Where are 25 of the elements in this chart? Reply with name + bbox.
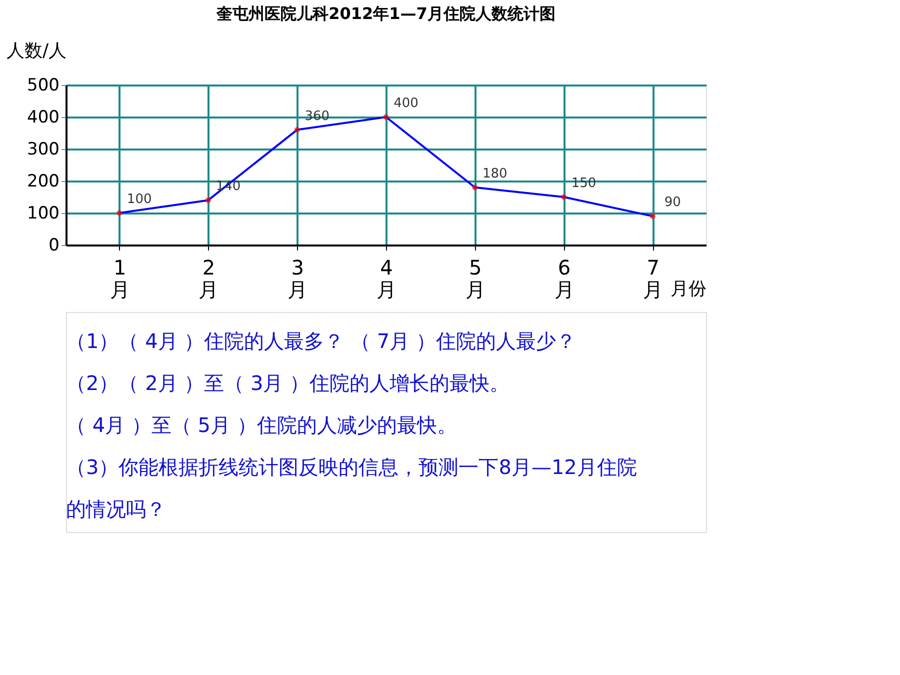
data-label: 90 bbox=[664, 195, 681, 210]
x-tick-label: 1月 bbox=[110, 256, 130, 302]
data-label: 180 bbox=[482, 166, 508, 182]
data-label: 100 bbox=[126, 192, 152, 207]
y-tick-label: 300 bbox=[27, 140, 60, 160]
text: （ 4月 ）至（ 5月 ）住院的人减少的最快。 bbox=[66, 413, 457, 437]
text: （1）（ 4月 ）住院的人最多？ （ 7月 ）住院的人最少？ bbox=[66, 329, 576, 353]
y-tick-label: 500 bbox=[27, 76, 60, 96]
x-tick-label: 2月 bbox=[198, 256, 219, 302]
x-axis-title: 月份 bbox=[670, 278, 706, 300]
text: （2）（ 2月 ）至（ 3月 ）住院的人增长的最快。 bbox=[66, 371, 510, 395]
y-axis-title: 人数/人 bbox=[6, 40, 67, 62]
data-label: 400 bbox=[394, 96, 418, 111]
x-tick-label: 3月 bbox=[288, 256, 308, 302]
y-tick-label: 200 bbox=[27, 172, 60, 192]
x-tick-label: 7月 bbox=[643, 256, 664, 302]
y-tick-label: 0 bbox=[48, 236, 60, 256]
y-tick-label: 400 bbox=[27, 108, 60, 128]
text: （3）你能根据折线统计图反映的信息，预测一下8月—12月住院 bbox=[66, 455, 637, 479]
chart-title: 奎屯州医院儿科2012年1—7月住院人数统计图 bbox=[216, 4, 556, 23]
text: 的情况吗？ bbox=[66, 497, 166, 521]
y-tick-label: 100 bbox=[27, 204, 60, 224]
x-tick-label: 5月 bbox=[465, 256, 486, 302]
x-tick-label: 4月 bbox=[376, 256, 396, 302]
x-tick-label: 6月 bbox=[554, 256, 574, 302]
